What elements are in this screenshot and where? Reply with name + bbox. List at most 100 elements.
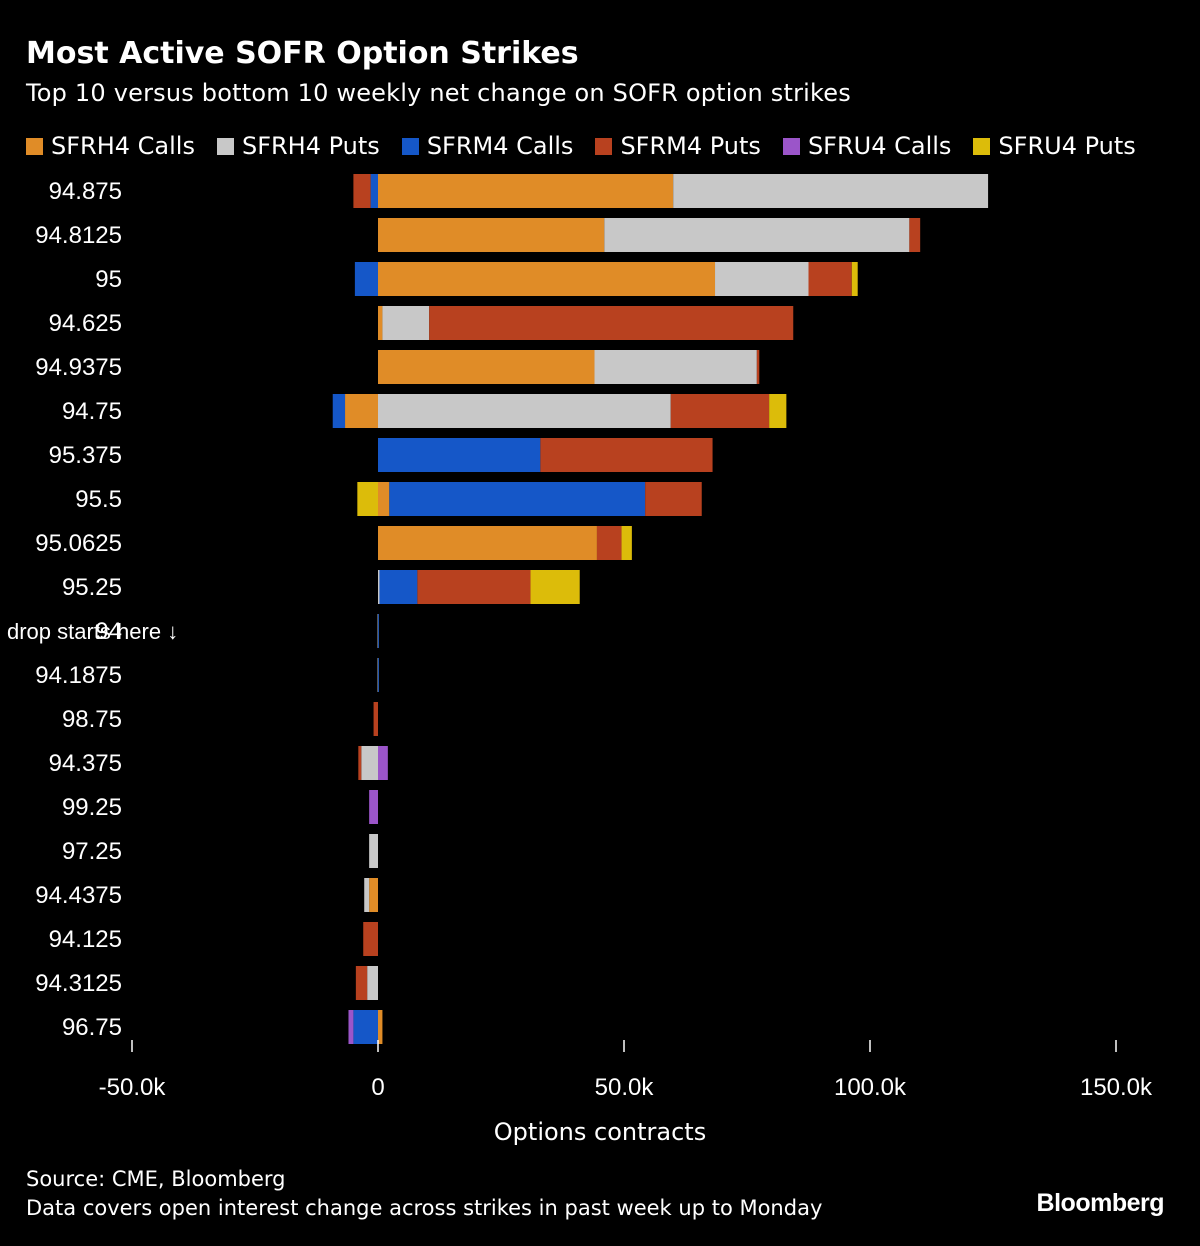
category-label: 94.9375 [35,354,122,381]
bar-94-9375-sfrh4-calls [378,350,595,384]
category-label: 94.4375 [35,882,122,909]
bar-94-baseline [377,614,379,648]
bar-96-75-sfru4-calls [348,1010,354,1044]
bar-94-8125-sfrh4-puts [604,218,910,252]
bar-95-5-sfru4-puts [357,482,378,516]
legend-label: SFRM4 Calls [426,132,574,160]
category-label: 95.0625 [35,530,122,557]
category-label: 95.25 [62,574,122,601]
legend-swatch [595,137,613,155]
legend-swatch [216,137,234,155]
category-label: 94.875 [49,178,122,205]
legend-label: SFRU4 Calls [807,132,952,160]
category-label: 97.25 [62,838,122,865]
bar-95-0625-sfru4-puts [621,526,632,560]
x-axis-title: Options contracts [494,1118,706,1146]
bar-94-1875-baseline [377,658,379,692]
category-labels: 94.875 94.8125 95 94.625 94.9375 94.75 95.375 9… [35,178,122,1041]
legend-label: SFRM4 Puts [620,132,761,160]
bar-94-75-sfrh4-calls [345,394,378,428]
category-label: 94 [95,618,122,645]
bar-98-75-sfrm4-puts [373,702,378,736]
legend-swatch [973,137,991,155]
category-label: 94.8125 [35,222,122,249]
category-label: 96.75 [62,1014,122,1041]
category-label: 94.125 [49,926,122,953]
bar-95-0625-sfrh4-calls [378,526,597,560]
category-label: 99.25 [62,794,122,821]
bar-95-sfrm4-puts [808,262,852,296]
bar-94-75-sfrh4-puts [378,394,671,428]
x-tick-label: -50.0k [99,1074,167,1101]
bar-94-375-sfrh4-puts [361,746,378,780]
legend-swatch [782,137,800,155]
category-label: 95 [95,266,122,293]
bar-94-8125-sfrm4-puts [909,218,921,252]
bar-95-375-sfrm4-calls [378,438,541,472]
drop-annotation: drop starts here ↓ [7,619,178,644]
bloomberg-logo: Bloomberg [1036,1189,1165,1217]
category-label: 94.1875 [35,662,122,689]
bar-94-8125-sfrh4-calls [378,218,605,252]
bar-95-0625-sfrm4-puts [596,526,622,560]
bar-96-75-sfrm4-calls [353,1010,378,1044]
x-tick-label: 100.0k [834,1074,907,1101]
bar-94-4375-sfrh4-puts [364,878,370,912]
bar-95-25-sfru4-puts [530,570,580,604]
category-label: 94.3125 [35,970,122,997]
legend-item-sfrm4-calls: SFRM4 Calls [401,132,574,160]
source-note: Source: CME, Bloomberg [26,1167,286,1191]
bar-95-sfrh4-calls [378,262,716,296]
x-tick-label: 50.0k [595,1074,655,1101]
bar-94-625-sfrh4-calls [378,306,383,340]
bar-95-sfrh4-puts [715,262,809,296]
bar-94-4375-sfrh4-calls [369,878,378,912]
bar-95-sfru4-puts [851,262,858,296]
bar-95-5-sfrm4-puts [645,482,702,516]
bar-94-75-sfru4-puts [769,394,787,428]
bar-94-1875-sfrm4-calls [378,658,379,692]
bar-94-75-sfrm4-puts [670,394,770,428]
x-tick-label: 150.0k [1080,1074,1153,1101]
chart-subtitle: Top 10 versus bottom 10 weekly net chang… [26,79,851,107]
x-axis: -50.0k 0 50.0k 100.0k 150.0k [99,1040,1153,1101]
bar-94-875-sfrm4-calls [370,174,378,208]
chart-title: Most Active SOFR Option Strikes [26,36,579,71]
data-note: Data covers open interest change across … [26,1196,823,1220]
bar-94-3125-sfrh4-puts [367,966,378,1000]
bar-95-25-sfrm4-calls [379,570,418,604]
legend-item-sfru4-puts: SFRU4 Puts [973,132,1136,160]
bar-95-5-sfrh4-calls [378,482,390,516]
bar-94-9375-sfrm4-puts [756,350,760,384]
legend-item-sfrm4-puts: SFRM4 Puts [595,132,761,160]
bar-95-sfrm4-calls [354,262,378,296]
bar-94-sfrm4-calls [378,614,379,648]
bar-94-125-sfrm4-puts [363,922,378,956]
category-label: 94.375 [49,750,122,777]
chart-legend: SFRH4 Calls SFRH4 Puts SFRM4 Calls SFRM4 Pu… [26,128,1136,164]
category-label: 98.75 [62,706,122,733]
bar-94-375-sfru4-calls [378,746,388,780]
bar-94-875-sfrh4-puts [673,174,989,208]
category-label: 94.625 [49,310,122,337]
category-label: 95.375 [49,442,122,469]
category-label: 95.5 [75,486,122,513]
x-tick-label: 0 [371,1074,384,1101]
legend-label: SFRU4 Puts [998,132,1136,160]
bar-94-875-sfrm4-puts [353,174,371,208]
legend-swatch [26,137,43,155]
bar-94-625-sfrm4-puts [429,306,794,340]
bar-95-375-sfrm4-puts [540,438,713,472]
bar-94-875-sfrh4-calls [378,174,674,208]
bar-99-25-sfru4-calls [369,790,378,824]
bar-95-25-sfrm4-puts [417,570,531,604]
bar-94-75-sfrm4-calls [332,394,346,428]
bar-94-9375-sfrh4-puts [594,350,757,384]
bar-97-25-sfrh4-puts [369,834,378,868]
bar-95-25-sfrh4-puts [378,570,380,604]
bar-94-375-sfrm4-puts [358,746,362,780]
legend-item-sfru4-calls: SFRU4 Calls [782,132,952,160]
legend-label: SFRH4 Calls [51,132,195,160]
bar-96-75-sfrh4-calls [378,1010,383,1044]
